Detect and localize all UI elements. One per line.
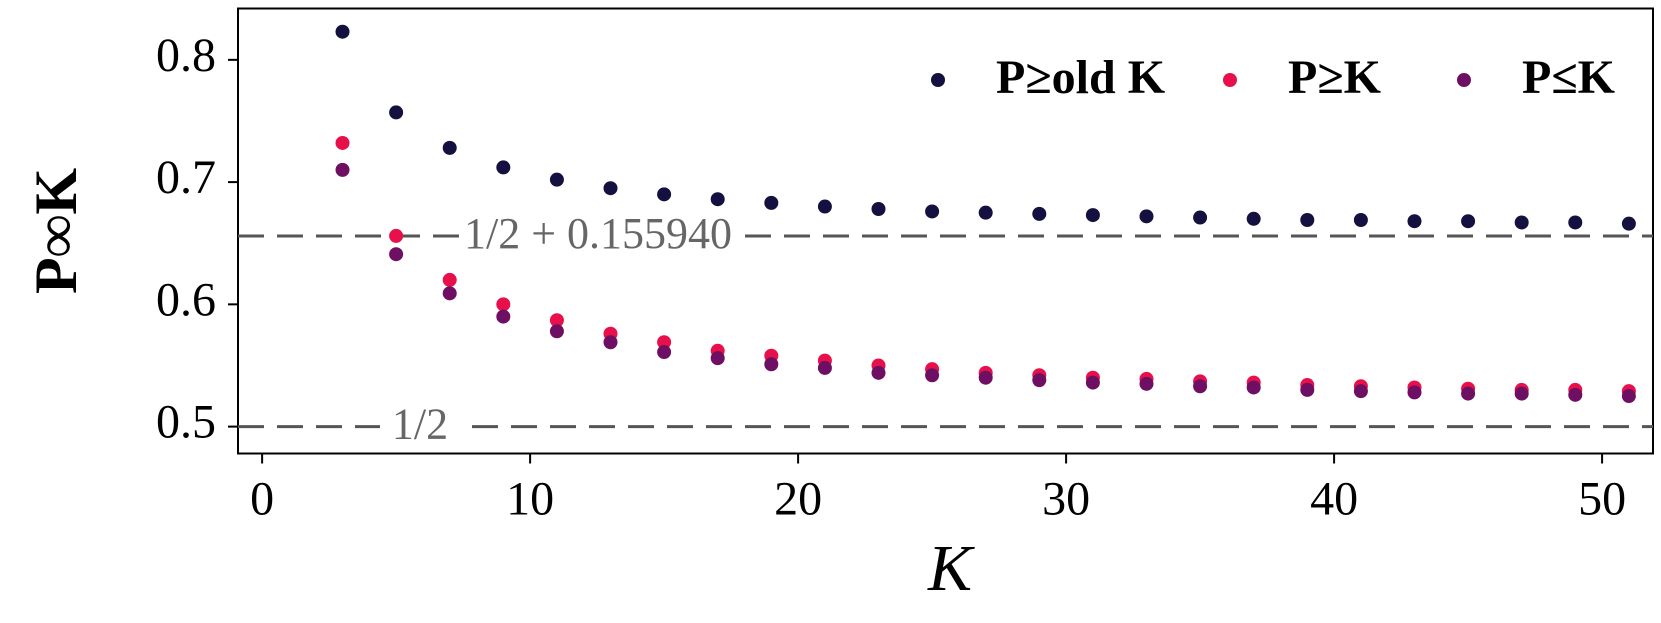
data-point (871, 365, 886, 380)
data-point (1085, 208, 1100, 223)
data-point (1568, 387, 1583, 402)
data-point (978, 205, 993, 220)
y-tick-label: 0.5 (156, 396, 216, 449)
label-background (380, 404, 460, 449)
data-point (1032, 206, 1047, 221)
data-point (442, 286, 457, 301)
reference-label: 1/2 (392, 400, 448, 449)
legend-label: P≥K (1288, 51, 1381, 104)
data-point (710, 351, 725, 366)
data-point (1568, 215, 1583, 230)
x-tick-label: 40 (1310, 473, 1358, 526)
data-point (1246, 380, 1261, 395)
data-point (442, 140, 457, 155)
x-tick-label: 50 (1578, 473, 1626, 526)
data-point (764, 357, 779, 372)
data-point (549, 172, 564, 187)
legend-marker (1223, 73, 1237, 87)
data-point (764, 195, 779, 210)
data-point (1621, 216, 1636, 231)
plot-frame (237, 7, 1654, 455)
data-point (978, 370, 993, 385)
x-tick-label: 30 (1042, 473, 1090, 526)
data-point (1139, 376, 1154, 391)
data-point (657, 345, 672, 360)
data-point (1353, 384, 1368, 399)
data-point (1139, 209, 1154, 224)
x-axis-label: K (927, 532, 975, 605)
y-tick-label: 0.6 (156, 273, 216, 326)
x-tick-label: 10 (506, 473, 554, 526)
data-point (549, 324, 564, 339)
data-point (1300, 212, 1315, 227)
data-point (335, 24, 350, 39)
label-background (463, 213, 733, 258)
data-point (1461, 214, 1476, 229)
data-point (1193, 210, 1208, 225)
data-point (389, 228, 404, 243)
data-point (1246, 211, 1261, 226)
data-point (442, 272, 457, 287)
y-axis-label: P∞K (23, 168, 89, 294)
legend-label: P≤K (1522, 51, 1615, 104)
data-point (1300, 382, 1315, 397)
data-point (1407, 214, 1422, 229)
data-point (496, 160, 511, 175)
data-point (603, 181, 618, 196)
data-point (549, 313, 564, 328)
data-point (1193, 379, 1208, 394)
data-point (1621, 389, 1636, 404)
x-tick-label: 0 (250, 473, 274, 526)
data-point (1461, 386, 1476, 401)
data-point (1407, 385, 1422, 400)
x-tick-label: 20 (774, 473, 822, 526)
data-point (603, 335, 618, 350)
data-point (389, 105, 404, 120)
data-point (817, 360, 832, 375)
data-point (871, 201, 886, 216)
data-point (496, 297, 511, 312)
data-point (817, 199, 832, 214)
data-point (925, 368, 940, 383)
data-point (925, 204, 940, 219)
legend-label: P≥old K (996, 51, 1165, 104)
data-point (1032, 373, 1047, 388)
data-point (1085, 375, 1100, 390)
data-point (657, 187, 672, 202)
y-tick-label: 0.8 (156, 29, 216, 82)
data-point (1514, 215, 1529, 230)
data-point (389, 247, 404, 262)
legend-marker (1457, 73, 1471, 87)
y-tick-label: 0.7 (156, 151, 216, 204)
data-point (335, 135, 350, 150)
data-point (710, 192, 725, 207)
data-point (335, 162, 350, 177)
data-point (496, 309, 511, 324)
data-point (1514, 386, 1529, 401)
legend-marker (931, 73, 945, 87)
data-point (657, 335, 672, 350)
reference-label: 1/2 + 0.155940 (464, 209, 732, 258)
data-point (1353, 212, 1368, 227)
